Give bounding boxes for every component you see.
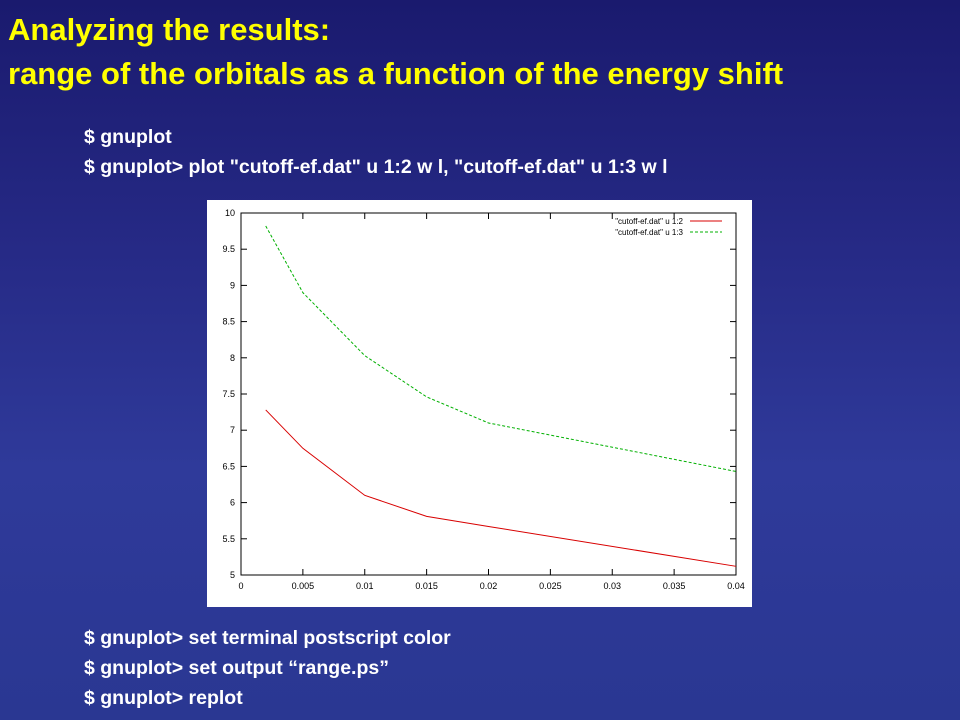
x-tick-label: 0.025 <box>539 581 562 591</box>
y-tick-label: 8 <box>230 353 235 363</box>
x-tick-label: 0.04 <box>727 581 745 591</box>
command-plot: $ gnuplot> plot "cutoff-ef.dat" u 1:2 w … <box>84 156 668 178</box>
y-tick-label: 5 <box>230 570 235 580</box>
line-chart: 0 0.005 0.01 0.015 0.02 0.025 0.03 0.035 0.04 5 5.… <box>222 208 744 591</box>
series-line-2 <box>265 225 737 472</box>
y-tick-label: 6 <box>230 498 235 508</box>
x-tick-label: 0.03 <box>603 581 621 591</box>
legend-label-2: "cutoff-ef.dat" u 1:3 <box>615 228 683 237</box>
x-tick-label: 0.035 <box>663 581 686 591</box>
y-tick-label: 6.5 <box>222 461 235 471</box>
y-tick-label: 7 <box>230 425 235 435</box>
command-set-output: $ gnuplot> set output “range.ps” <box>84 657 389 679</box>
slide-title-line-2: range of the orbitals as a function of t… <box>8 56 784 91</box>
y-tick-label: 5.5 <box>222 534 235 544</box>
series-layer <box>265 225 737 567</box>
command-replot: $ gnuplot> replot <box>84 687 243 709</box>
y-tick-label: 10 <box>225 208 235 218</box>
plot-frame <box>240 212 737 576</box>
x-tick-label: 0 <box>238 581 243 591</box>
axis-ticks: 0 0.005 0.01 0.015 0.02 0.025 0.03 0.035 0.04 5 5.… <box>222 208 744 591</box>
y-tick-label: 7.5 <box>222 389 235 399</box>
y-tick-label: 9.5 <box>222 244 235 254</box>
x-tick-label: 0.015 <box>415 581 438 591</box>
y-tick-label: 9 <box>230 280 235 290</box>
command-gnuplot: $ gnuplot <box>84 126 172 148</box>
y-tick-label: 8.5 <box>222 317 235 327</box>
x-tick-label: 0.01 <box>356 581 374 591</box>
legend-label-1: "cutoff-ef.dat" u 1:2 <box>615 217 683 226</box>
legend: "cutoff-ef.dat" u 1:2 "cutoff-ef.dat" u 1… <box>615 217 722 237</box>
series-line-1 <box>265 409 737 567</box>
slide-title-line-1: Analyzing the results: <box>8 12 331 47</box>
x-tick-label: 0.005 <box>292 581 315 591</box>
x-tick-label: 0.02 <box>480 581 498 591</box>
command-set-terminal: $ gnuplot> set terminal postscript color <box>84 627 451 649</box>
gnuplot-plot: 0 0.005 0.01 0.015 0.02 0.025 0.03 0.035 0.04 5 5.… <box>207 200 752 607</box>
